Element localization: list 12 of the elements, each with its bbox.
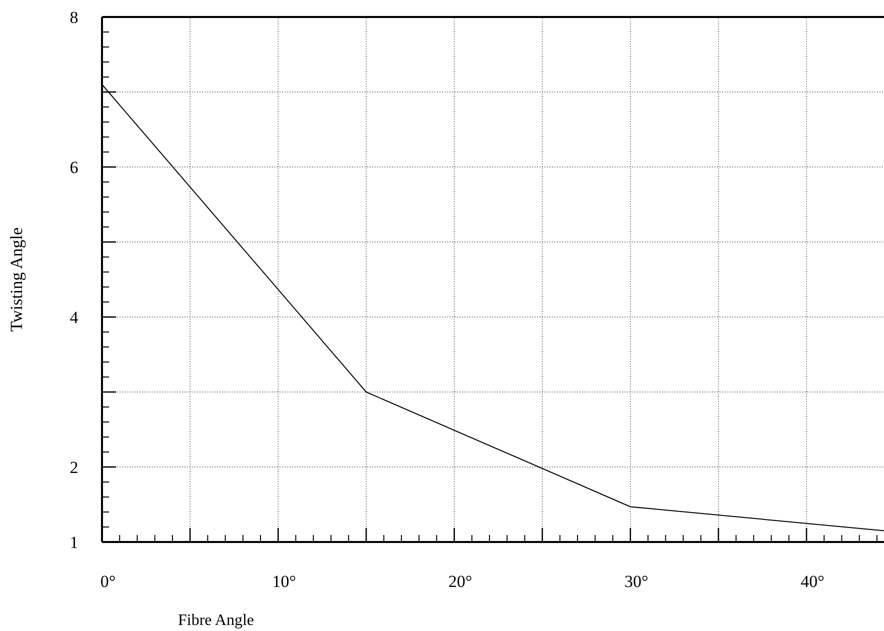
y-tick-label: 2 [70,458,78,477]
x-axis-title: Fibre Angle [178,612,254,629]
x-tick-label: 30° [624,572,648,591]
x-tick-label: 0° [100,572,116,591]
y-tick-label: 6 [70,158,78,177]
y-tick-label: 4 [70,308,79,327]
y-tick-label: 8 [70,8,78,27]
x-tick-label: 10° [272,572,296,591]
y-tick-label: 1 [70,533,78,552]
x-tick-label: 40° [800,572,824,591]
x-tick-label: 20° [448,572,472,591]
y-axis-title: Twisting Angle [7,227,26,332]
